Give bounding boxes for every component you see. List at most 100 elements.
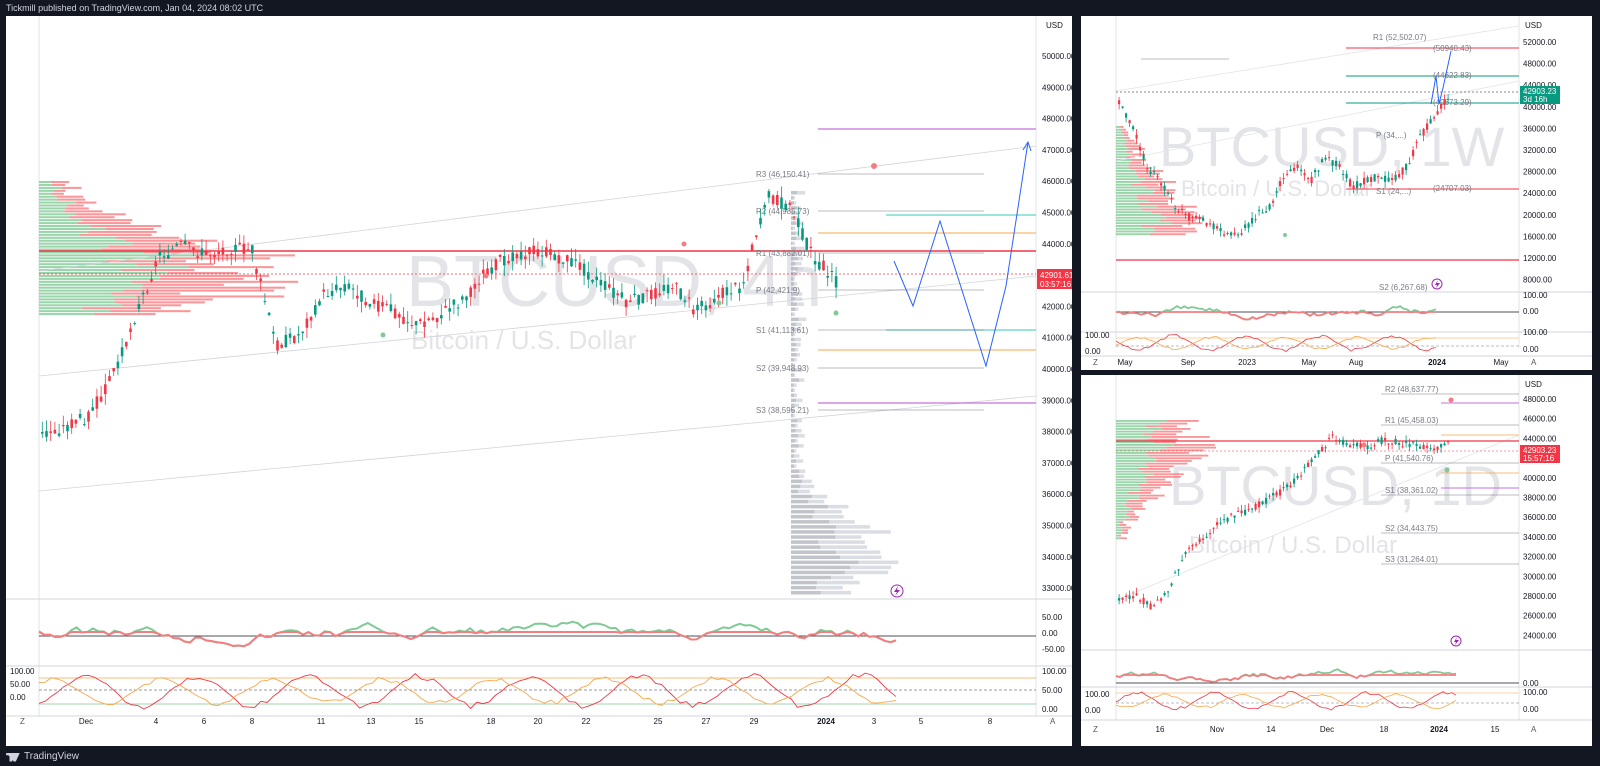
volume-bar-sell (1120, 126, 1124, 128)
candle (1121, 597, 1124, 604)
time-axis-label: 5 (919, 717, 924, 726)
candle (507, 254, 510, 265)
price-axis-label: 24000.00 (1523, 631, 1557, 640)
volume-bar-sell (123, 289, 275, 292)
weekly-chart-panel[interactable]: BTCUSD, 1W Bitcoin / U.S. Dollar R1 (52,… (1081, 16, 1592, 370)
zoom-reset-button[interactable]: Z (1093, 725, 1098, 734)
volume-bar-sell (1146, 481, 1172, 484)
volume-bar-buy (791, 287, 794, 291)
candle (410, 315, 414, 329)
daily-chart-panel[interactable]: BTCUSD, 1D Bitcoin / U.S. Dollar R2 (48,… (1081, 375, 1592, 746)
candle (570, 248, 573, 268)
volume-bar-buy (39, 269, 121, 272)
price-axis[interactable]: 50000.00 49000.00 48000.00 47000.00 46000.00… (1042, 52, 1072, 593)
pivot-label: S2 (39,948.93) (756, 364, 809, 373)
candle (767, 189, 771, 204)
candle (133, 321, 136, 326)
price-axis[interactable]: 52000.00 48000.00 44000.00 40000.00 36000.00… (1523, 38, 1557, 285)
volume-bar-sell (798, 266, 804, 271)
volume-bar-buy (791, 241, 793, 246)
last-price-countdown: 15:57:16 (1523, 454, 1555, 463)
volume-bar-buy (791, 272, 796, 276)
volume-bar-buy (1116, 148, 1129, 150)
volume-bar-sell (794, 454, 800, 458)
channel-upper (1115, 25, 1520, 92)
signal-dot (833, 310, 839, 316)
candle (322, 283, 325, 299)
candle (1289, 481, 1292, 489)
volume-bar-sell (1148, 200, 1168, 203)
signal-dot (871, 163, 877, 169)
volume-bar-buy (791, 206, 797, 210)
candle (74, 419, 78, 428)
zoom-reset-button[interactable]: Z (1093, 358, 1098, 367)
auto-scale-button[interactable]: A (1531, 358, 1537, 367)
candle (1247, 503, 1250, 512)
candle (587, 261, 590, 289)
volume-bar-buy (39, 286, 143, 289)
volume-bar-sell (1120, 131, 1129, 134)
candle (1163, 182, 1166, 196)
price-axis-label: 42000.00 (1042, 302, 1072, 311)
time-axis[interactable]: May Sep 2023 May Aug 2024 May (1117, 358, 1508, 367)
candle (1258, 497, 1261, 513)
candle (431, 312, 435, 322)
candle (1426, 118, 1429, 134)
time-axis-label: 2024 (1428, 358, 1446, 367)
volume-bar-sell (792, 363, 796, 367)
price-axis-label: 34000.00 (1042, 553, 1072, 562)
price-axis-label: 52000.00 (1523, 38, 1557, 47)
volume-bar-sell (793, 408, 795, 413)
candle (1342, 170, 1345, 181)
volume-bar-sell (798, 317, 807, 322)
main-chart-panel[interactable]: BTCUSD, 4h Bitcoin / U.S. Dollar R3 (46,… (6, 16, 1072, 746)
osc1-line (38, 620, 897, 648)
last-price-value: 42903.23 (1523, 87, 1557, 96)
publisher-text: Tickmill published on TradingView.com, J… (6, 3, 264, 13)
price-axis-label: 28000.00 (1523, 168, 1557, 177)
candle (1251, 212, 1254, 227)
time-axis[interactable]: 16 Nov 14 Dec 18 2024 15 (1156, 725, 1500, 734)
volume-bar-sell (1122, 532, 1129, 534)
volume-bar-sell (1154, 227, 1196, 230)
volume-bar-buy (1116, 142, 1125, 145)
price-axis-label: 41000.00 (1042, 334, 1072, 343)
volume-bar-sell (793, 287, 798, 291)
candle (99, 385, 103, 403)
lightning-icon[interactable] (1450, 635, 1462, 647)
time-axis-label: 15 (1491, 725, 1500, 734)
level-label: (44622.83) (1433, 71, 1472, 80)
candle (179, 238, 183, 246)
time-axis-label: 20 (534, 717, 543, 726)
price-axis-label: 48000.00 (1523, 60, 1557, 69)
candle (196, 252, 199, 263)
candle (582, 258, 586, 285)
price-axis[interactable]: 48000.0046000.0044000.0042000.0040000.00… (1523, 395, 1557, 640)
osc1-axis-label: 0.00 (1042, 629, 1058, 638)
candle (83, 417, 86, 427)
lightning-icon[interactable] (1431, 278, 1443, 290)
volume-bar-sell (1156, 460, 1192, 462)
osc1-axis-label: 0.00 (1523, 307, 1539, 316)
volume-bar-sell (1156, 205, 1197, 208)
lightning-icon[interactable] (890, 584, 904, 598)
osc2-line-k (38, 672, 897, 710)
candle (818, 253, 821, 271)
osc2-axis-label: 100.00 (1523, 328, 1548, 337)
auto-scale-button[interactable]: A (1050, 717, 1056, 726)
candle (1170, 582, 1173, 588)
volume-bar-sell (1154, 457, 1202, 460)
candle (435, 317, 439, 329)
candle (1328, 150, 1331, 162)
candle (1268, 493, 1271, 500)
time-axis[interactable]: Dec 4 6 8 11 13 15 18 20 22 25 27 29 2024 3 5 8 (79, 717, 993, 726)
volume-bar-sell (61, 186, 82, 189)
candle (192, 247, 195, 256)
osc2-axis-label: 0.00 (1523, 705, 1539, 714)
volume-bar-buy (791, 408, 794, 413)
zoom-reset-button[interactable]: Z (20, 717, 25, 726)
volume-bar-sell (132, 242, 196, 245)
volume-bar-sell (1173, 444, 1215, 446)
volume-bar-buy (791, 550, 836, 554)
auto-scale-button[interactable]: A (1531, 725, 1537, 734)
